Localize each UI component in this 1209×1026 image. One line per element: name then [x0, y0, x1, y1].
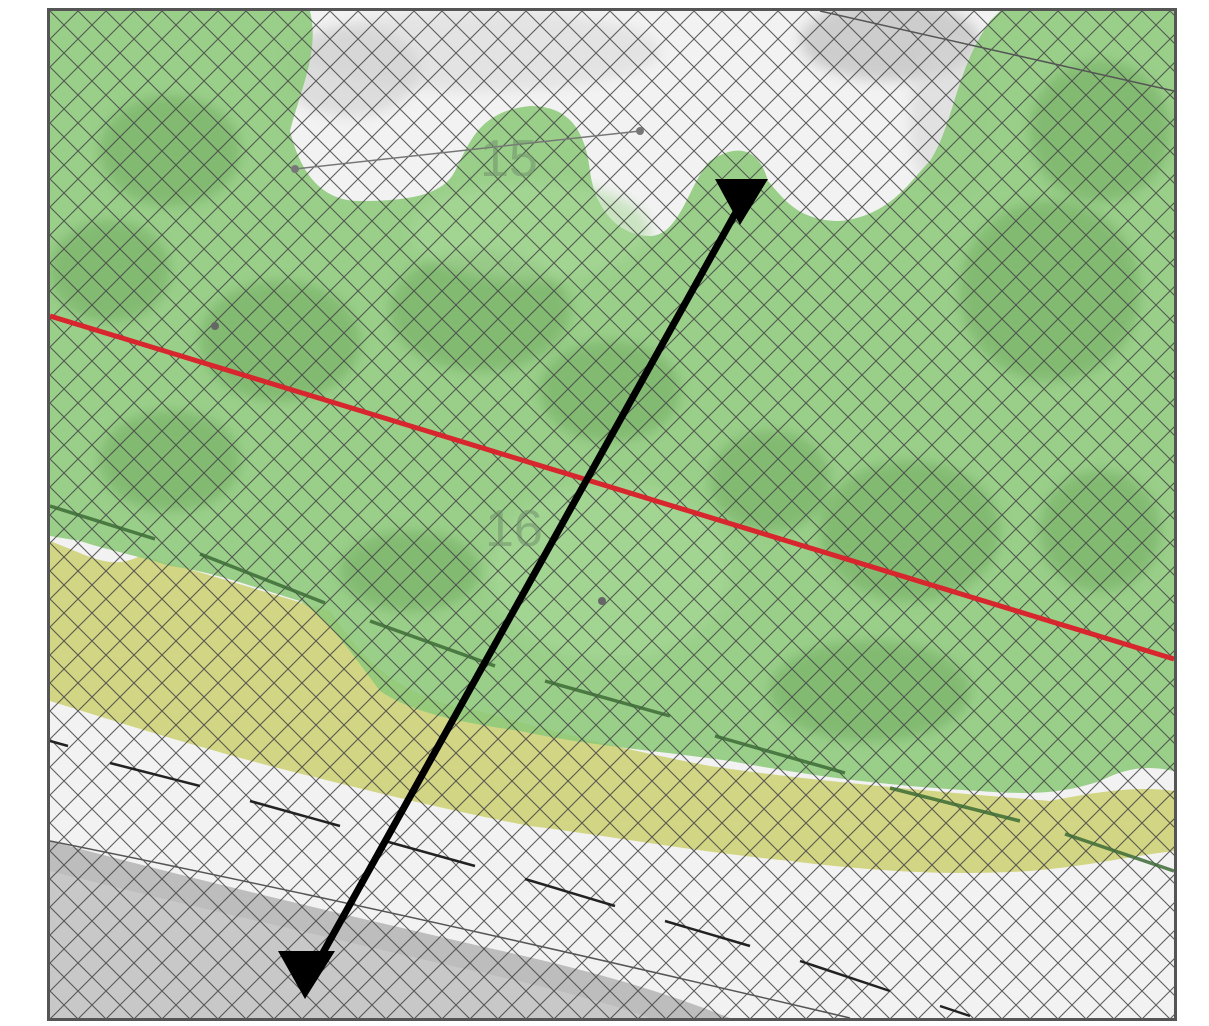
survey-point: [636, 127, 644, 135]
boundary-line-top: [819, 11, 1174, 92]
crosshatch-overlay: [50, 11, 1174, 1018]
red-line: [50, 313, 1174, 662]
dashed-line-lower: [50, 739, 971, 1018]
boundary-line-bottom: [50, 840, 851, 1018]
dashed-line-upper: [50, 504, 1174, 873]
survey-point: [211, 322, 219, 330]
double-headed-arrow-icon: [278, 179, 768, 999]
survey-line: [294, 130, 641, 170]
survey-point: [598, 597, 606, 605]
hole-label-15: 15: [480, 130, 538, 188]
survey-point: [291, 165, 299, 173]
map-frame: 15 16: [47, 8, 1177, 1021]
hole-label-16: 16: [485, 500, 543, 558]
map-canvas[interactable]: 15 16: [50, 11, 1174, 1018]
